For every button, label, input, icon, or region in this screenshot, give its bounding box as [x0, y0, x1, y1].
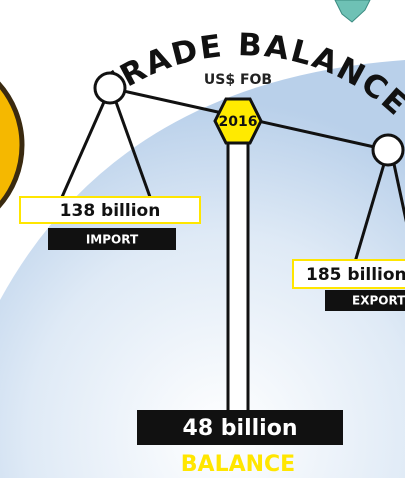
pole-fill	[229, 140, 247, 412]
import-label: IMPORT	[86, 233, 139, 247]
year: 2016	[219, 114, 258, 130]
background-wave	[0, 60, 405, 478]
currency: US$ FOB	[204, 72, 272, 88]
export-box	[292, 259, 405, 289]
string	[114, 101, 152, 198]
export-tag	[325, 290, 405, 311]
balance-label: BALANCE	[181, 452, 295, 477]
pivot-right	[371, 133, 405, 167]
pivot-left	[93, 71, 127, 105]
balance-amount: 48 billion	[183, 416, 298, 441]
side-medallion	[0, 81, 25, 209]
export-amount: 185 billion	[306, 265, 405, 285]
import-box	[19, 196, 201, 224]
balance-box	[137, 410, 343, 445]
import-amount: 138 billion	[60, 201, 161, 221]
export-label: EXPORT	[352, 294, 405, 308]
import-tag	[48, 228, 176, 250]
string	[353, 163, 386, 263]
map-shape	[334, 0, 371, 23]
year-badge	[213, 97, 263, 145]
string	[60, 101, 106, 198]
